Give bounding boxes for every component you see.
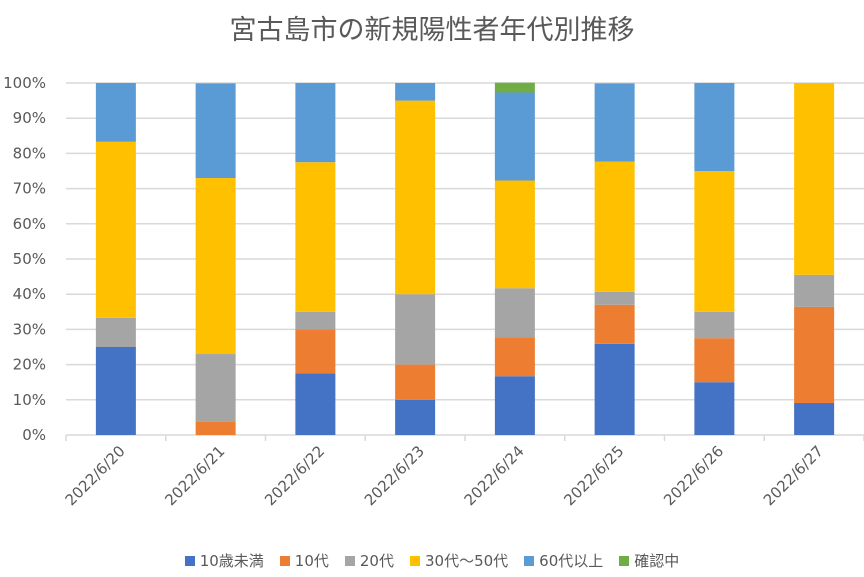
legend-item: 20代	[344, 550, 394, 571]
bar-segment	[494, 337, 535, 377]
bar-segment	[295, 311, 336, 330]
bar-segment	[395, 294, 436, 365]
x-tick-label: 2022/6/27	[760, 442, 827, 509]
bar-segment	[794, 83, 835, 275]
x-tick-label: 2022/6/23	[361, 442, 428, 509]
y-tick-label: 0%	[22, 426, 46, 444]
legend-label: 20代	[359, 552, 394, 570]
x-tick-label: 2022/6/26	[660, 442, 727, 509]
bar-segment	[395, 364, 436, 400]
bar-segment	[95, 347, 136, 435]
y-tick-label: 80%	[13, 144, 46, 162]
bar-segment	[794, 306, 835, 403]
legend-swatch	[184, 555, 195, 566]
y-tick-label: 100%	[3, 74, 46, 92]
y-tick-label: 30%	[13, 320, 46, 338]
bar-segment	[794, 274, 835, 307]
bar-segment	[395, 83, 436, 101]
bar-segment	[794, 402, 835, 435]
legend: 10歳未満 10代 20代 30代～50代 60代以上 確認中	[0, 550, 864, 571]
x-tick-label: 2022/6/22	[261, 442, 328, 509]
bar-segment	[295, 329, 336, 374]
legend-item: 確認中	[619, 550, 679, 571]
y-tick-label: 90%	[13, 109, 46, 127]
bar-segment	[295, 83, 336, 163]
bar-segment	[494, 82, 535, 93]
legend-item: 10代	[279, 550, 329, 571]
bar-segment	[395, 399, 436, 435]
bar-segment	[694, 382, 735, 435]
bar-segment	[594, 161, 635, 292]
legend-swatch	[344, 555, 355, 566]
legend-item: 10歳未満	[184, 550, 264, 571]
legend-item: 60代以上	[524, 550, 603, 571]
bar-segment	[594, 291, 635, 305]
y-tick-label: 10%	[13, 391, 46, 409]
chart-title: 宮古島市の新規陽性者年代別推移	[229, 15, 635, 46]
legend-label: 60代以上	[539, 552, 604, 570]
bar-segment	[195, 83, 236, 179]
legend-swatch	[524, 555, 535, 566]
bar-segment	[494, 180, 535, 289]
legend-label: 確認中	[634, 552, 680, 570]
y-tick-label: 20%	[13, 356, 46, 374]
bar-segment	[494, 376, 535, 435]
bar-segment	[694, 338, 735, 383]
x-tick-label: 2022/6/21	[161, 442, 228, 509]
x-tick-label: 2022/6/25	[560, 442, 627, 509]
legend-label: 10代	[294, 552, 329, 570]
x-tick-label: 2022/6/20	[62, 442, 129, 509]
bar-segment	[494, 288, 535, 338]
bar-segment	[594, 304, 635, 344]
y-tick-label: 40%	[13, 285, 46, 303]
legend-swatch	[279, 555, 290, 566]
bar-segment	[694, 311, 735, 339]
bar-segment	[295, 373, 336, 435]
bar-segment	[694, 171, 735, 312]
bar-segment	[95, 83, 136, 142]
bar-segment	[195, 354, 236, 422]
bar-segment	[195, 178, 236, 355]
y-tick-label: 60%	[13, 215, 46, 233]
legend-label: 10歳未満	[199, 552, 264, 570]
y-tick-label: 50%	[13, 250, 46, 268]
y-tick-label: 70%	[13, 180, 46, 198]
legend-swatch	[619, 555, 630, 566]
bar-segment	[95, 317, 136, 347]
bar-segment	[195, 421, 236, 435]
x-tick-label: 2022/6/24	[461, 442, 528, 509]
legend-item: 30代～50代	[409, 550, 509, 571]
bar-segment	[295, 162, 336, 312]
legend-label: 30代～50代	[424, 552, 509, 570]
bar-segment	[694, 83, 735, 171]
bar-segment	[594, 83, 635, 162]
legend-swatch	[409, 555, 420, 566]
bar-segment	[594, 343, 635, 435]
bar-segment	[494, 92, 535, 181]
bar-segment	[395, 100, 436, 295]
bar-segment	[95, 141, 136, 318]
